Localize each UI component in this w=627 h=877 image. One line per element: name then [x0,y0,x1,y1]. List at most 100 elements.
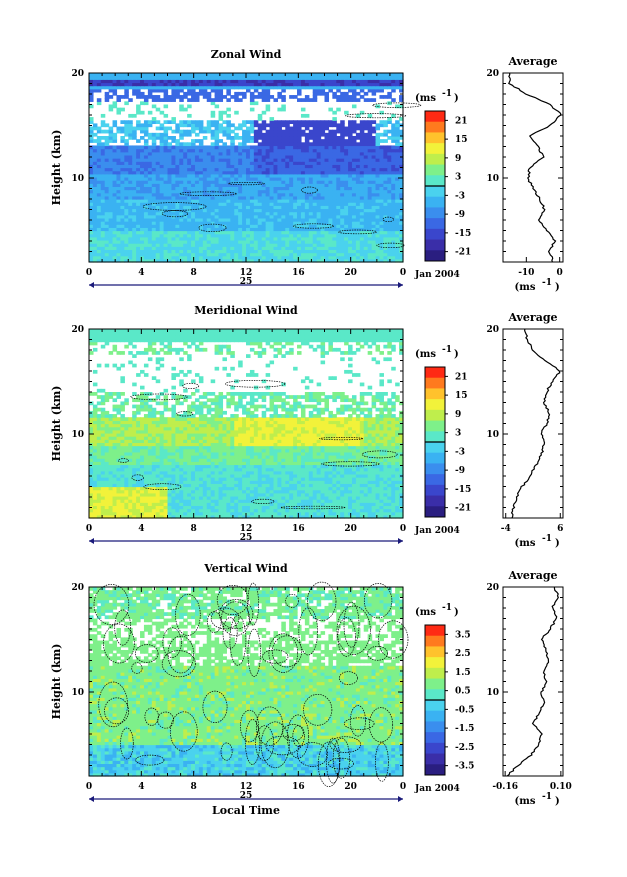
heatmap-cell [175,139,180,143]
heatmap-cell [344,73,349,77]
heatmap-cell [219,73,224,77]
heatmap-cell [226,98,231,102]
heatmap-cell [356,142,361,146]
heatmap-cell [199,139,204,143]
heatmap-cell [195,139,200,143]
heatmap-cell [305,133,310,137]
heatmap-cell [109,145,114,149]
heatmap-cell [136,120,141,124]
profile-frame [503,73,563,262]
heatmap-cell [136,105,141,109]
heatmap-cell [132,114,137,118]
heatmap-cell [368,73,373,77]
heatmap-cell [332,111,337,115]
heatmap-cell [383,73,388,77]
heatmap-cell [234,145,239,149]
heatmap-cell [332,130,337,134]
heatmap-cell [352,73,357,77]
heatmap-cell [281,120,286,124]
colorbar-label: 3 [455,173,461,183]
colorbar-swatch [425,143,445,154]
colorbar-swatch [425,218,445,229]
heatmap-cell [277,120,282,124]
heatmap-cell [171,145,176,149]
heatmap-cell [262,111,267,115]
heatmap-cell [120,136,125,140]
heatmap-cell [97,127,102,131]
heatmap-cell [101,136,106,140]
heatmap-cell [168,127,173,131]
heatmap-cell [136,139,141,143]
heatmap-cell [113,145,118,149]
heatmap-cell [132,145,137,149]
heatmap-cell [328,130,333,134]
heatmap-cell [211,120,216,124]
panel-title: Meridional Wind [194,304,298,317]
heatmap-cell [97,136,102,140]
heatmap-cell [156,108,161,112]
heatmap-cell [242,120,247,124]
heatmap-cell [211,98,216,102]
profile-unit-sup: -1 [542,278,552,288]
heatmap-cell [144,139,149,143]
heatmap-cell [246,145,251,149]
heatmap-cell [183,130,188,134]
y-axis-label: Height (km) [50,130,63,206]
heatmap-cell [93,145,98,149]
heatmap-cell [116,108,121,112]
heatmap-cells [89,329,404,519]
heatmap-cell [387,136,392,140]
heatmap-cell [120,108,125,112]
heatmap-cell [387,145,392,149]
heatmap-cell [113,120,118,124]
heatmap-cell [379,139,384,143]
heatmap-cell [203,127,208,131]
heatmap-cell [364,120,369,124]
heatmap-cell [144,95,149,99]
heatmap-cell [168,73,173,77]
heatmap-cell [171,117,176,121]
heatmap-cell [211,73,216,77]
heatmap-cell [364,98,369,102]
x-tick-label: 8 [191,268,197,278]
heatmap-cell [148,111,153,115]
heatmap-cell [211,130,216,134]
colorbar-swatch [425,197,445,208]
heatmap-cell [285,73,290,77]
colorbar-label: 21 [455,116,468,126]
heatmap-cell [379,73,384,77]
heatmap-cell [207,145,212,149]
heatmap-cell [258,123,263,127]
heatmap-cell [254,145,259,149]
heatmap-cell [124,139,129,143]
profile-y-tick-label: 10 [486,174,499,184]
heatmap-cell [128,98,133,102]
heatmap-cell [222,142,227,146]
heatmap-cell [242,92,247,96]
heatmap-cell [379,145,384,149]
heatmap-cell [144,73,149,77]
heatmap-cell [309,98,314,102]
heatmap-cell [187,142,192,146]
heatmap-cell [250,73,255,77]
colorbar-swatch [425,111,445,122]
heatmap-cell [321,120,326,124]
heatmap-cell [383,95,388,99]
y-tick-label: 10 [71,174,84,184]
profile-title: Average [507,55,557,68]
heatmap-cell [168,142,173,146]
heatmap-cell [360,120,365,124]
heatmap-cell [187,120,192,124]
heatmap-cell [301,73,306,77]
heatmap-cell [250,145,255,149]
heatmap-cell [152,133,157,137]
heatmap-cell [273,98,278,102]
heatmap-cell [215,105,220,109]
colorbar-unit-close: ) [454,93,459,104]
heatmap-cell [301,98,306,102]
heatmap-cell [391,123,396,127]
heatmap-cell [234,127,239,131]
heatmap-cell [226,108,231,112]
heatmap-cell [219,139,224,143]
